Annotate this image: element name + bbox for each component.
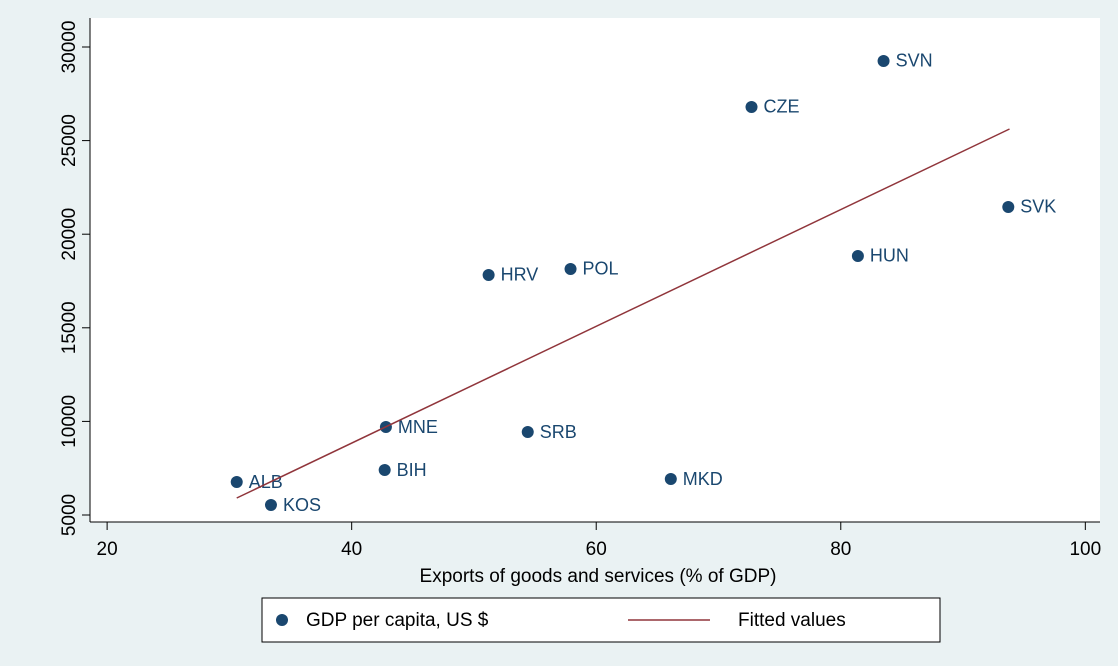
point: [1002, 200, 1015, 213]
y-tick-label: 30000: [59, 21, 80, 74]
point: [564, 262, 577, 275]
point-label: KOS: [283, 495, 321, 515]
plot-area: [90, 18, 1100, 522]
x-axis-label: Exports of goods and services (% of GDP): [420, 566, 777, 587]
legend-marker: [276, 614, 288, 626]
point: [378, 464, 391, 477]
legend-label: GDP per capita, US $: [306, 610, 489, 631]
y-tick-label: 25000: [59, 114, 80, 167]
point-label: ALB: [249, 472, 283, 492]
point-label: POL: [583, 259, 619, 279]
point: [851, 249, 864, 262]
point-label: MKD: [683, 469, 723, 489]
point-label: SVN: [896, 51, 933, 71]
y-tick-label: 15000: [59, 301, 80, 354]
x-tick-label: 100: [1069, 539, 1101, 560]
point-label: HUN: [870, 246, 909, 266]
point-label: SVK: [1020, 197, 1056, 217]
point: [482, 268, 495, 281]
x-tick-label: 80: [830, 539, 851, 560]
point-label: BIH: [397, 460, 427, 480]
x-tick-label: 40: [341, 539, 362, 560]
point: [521, 426, 534, 439]
y-tick-label: 5000: [59, 494, 80, 536]
point-label: CZE: [764, 97, 800, 117]
x-tick-label: 60: [586, 539, 607, 560]
y-tick-label: 20000: [59, 208, 80, 261]
point: [664, 473, 677, 486]
point-label: HRV: [501, 265, 539, 285]
point-label: SRB: [540, 422, 577, 442]
point: [264, 499, 277, 512]
point: [230, 476, 243, 489]
point: [745, 100, 758, 113]
point-label: MNE: [398, 417, 438, 437]
y-tick-label: 10000: [59, 395, 80, 448]
point: [877, 54, 890, 67]
legend: [261, 597, 941, 643]
x-tick-label: 20: [97, 539, 118, 560]
fit-line: [236, 128, 1010, 499]
legend-label: Fitted values: [738, 610, 846, 631]
